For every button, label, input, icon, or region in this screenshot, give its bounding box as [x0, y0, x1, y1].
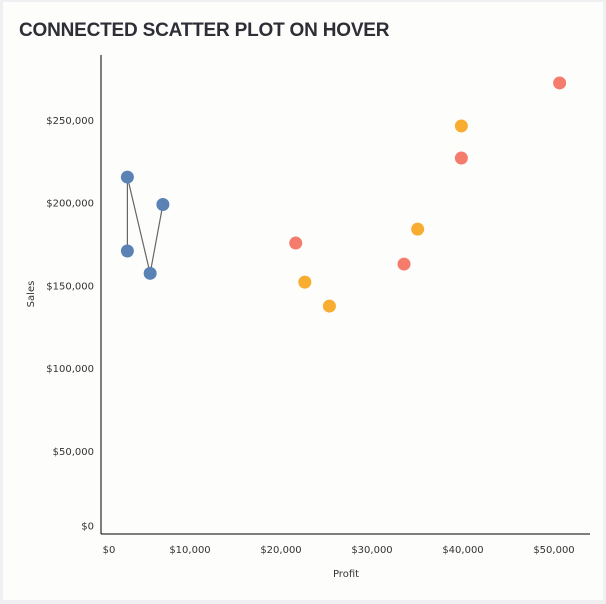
data-point[interactable]: [454, 151, 468, 165]
x-tick-label: $40,000: [442, 545, 483, 556]
data-point[interactable]: [322, 299, 336, 313]
y-tick-label: $0: [81, 522, 94, 533]
x-tick-label: $0: [103, 545, 116, 556]
data-point[interactable]: [411, 222, 425, 236]
data-point[interactable]: [298, 275, 312, 289]
data-point[interactable]: [553, 76, 567, 90]
y-tick-label: $250,000: [46, 116, 94, 127]
data-point[interactable]: [289, 236, 303, 250]
y-axis-label: Sales: [26, 281, 37, 308]
x-tick-label: $10,000: [169, 545, 210, 556]
data-point[interactable]: [120, 244, 134, 258]
chart-panel: [3, 2, 603, 600]
x-tick-label: $50,000: [533, 545, 574, 556]
data-point[interactable]: [156, 198, 170, 212]
data-point[interactable]: [120, 170, 134, 184]
x-tick-label: $30,000: [351, 545, 392, 556]
chart-title: CONNECTED SCATTER PLOT ON HOVER: [19, 20, 390, 41]
y-tick-label: $100,000: [46, 364, 94, 375]
y-tick-label: $200,000: [46, 199, 94, 210]
data-point[interactable]: [454, 119, 468, 133]
data-point[interactable]: [397, 257, 411, 271]
connecting-line: [126, 176, 164, 274]
y-tick-label: $150,000: [46, 281, 94, 292]
x-axis-label: Profit: [333, 569, 359, 580]
y-tick-label: $50,000: [53, 447, 94, 458]
data-point[interactable]: [143, 266, 157, 280]
x-tick-label: $20,000: [260, 545, 301, 556]
